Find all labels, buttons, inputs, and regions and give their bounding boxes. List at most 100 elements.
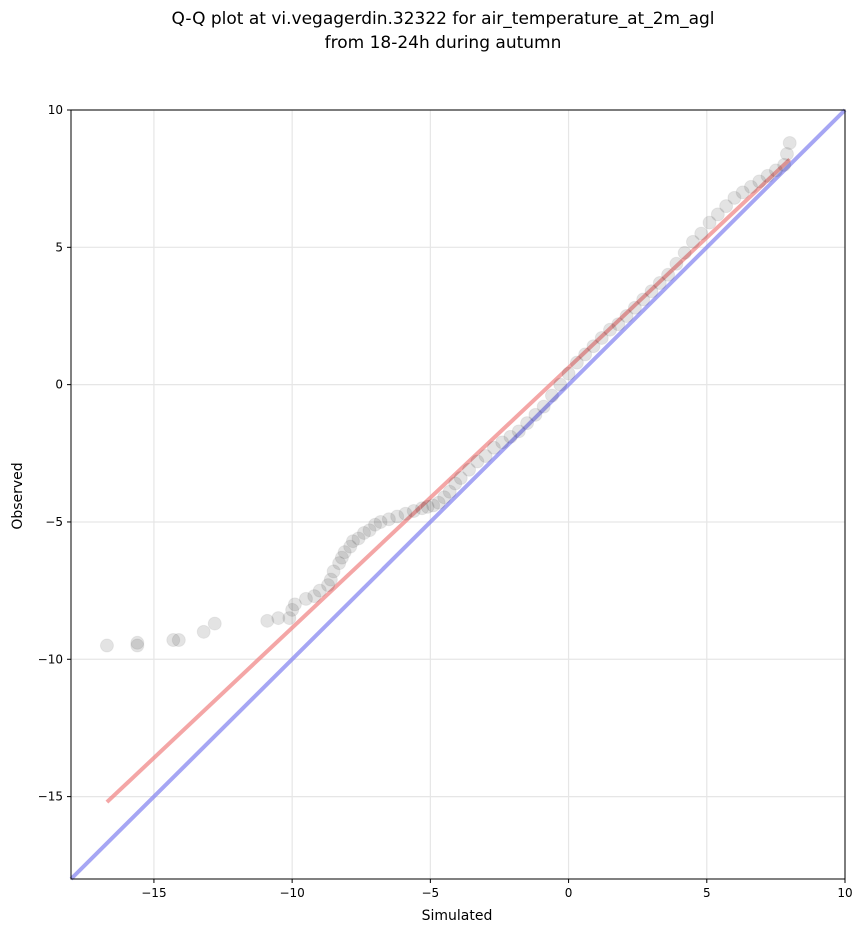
y-tick-label: −5 (45, 515, 63, 529)
data-point (553, 377, 568, 392)
data-point (768, 163, 783, 178)
data-point (312, 583, 327, 598)
data-point (287, 597, 302, 612)
data-point (586, 339, 601, 354)
y-tick-label: 5 (55, 240, 63, 254)
data-point (611, 317, 626, 332)
data-point (337, 545, 352, 560)
data-point (782, 135, 797, 150)
data-point (390, 509, 405, 524)
points-layer (99, 135, 797, 653)
data-point (779, 146, 794, 161)
data-point (503, 429, 518, 444)
data-point (669, 256, 684, 271)
data-point (345, 534, 360, 549)
fit-line (105, 157, 792, 804)
data-point (373, 514, 388, 529)
data-point (702, 215, 717, 230)
chart-subtitle: from 18-24h during autumn (325, 33, 562, 53)
data-point (486, 440, 501, 455)
data-point (321, 578, 336, 593)
data-point (760, 168, 775, 183)
data-point (442, 484, 457, 499)
data-point (326, 564, 341, 579)
data-point (323, 572, 338, 587)
x-tick-label: 10 (837, 886, 852, 900)
x-tick-label: −5 (422, 886, 440, 900)
data-point (282, 611, 297, 626)
data-point (415, 501, 430, 516)
data-point (536, 399, 551, 414)
data-point (171, 633, 186, 648)
data-point (260, 613, 275, 628)
y-axis-ticks: −15 −10 −5 0 5 10 (38, 103, 71, 804)
data-point (478, 449, 493, 464)
data-point (426, 498, 441, 513)
data-point (495, 435, 510, 450)
data-point (130, 638, 145, 653)
data-point (196, 624, 211, 639)
y-tick-label: 0 (55, 378, 63, 392)
identity-line-layer (69, 108, 847, 881)
data-point (744, 179, 759, 194)
data-point (420, 499, 435, 514)
data-point (544, 388, 559, 403)
data-point (398, 506, 413, 521)
data-point (332, 556, 347, 571)
plot-frame (70, 109, 846, 880)
data-point (735, 185, 750, 200)
data-point (594, 330, 609, 345)
data-point (285, 602, 300, 617)
data-point (578, 347, 593, 362)
data-point (677, 245, 692, 260)
data-point (652, 276, 667, 291)
fit-line-layer (105, 157, 792, 804)
data-point (685, 234, 700, 249)
data-point (334, 550, 349, 565)
chart-title: Q-Q plot at vi.vegagerdin.32322 for air_… (171, 9, 714, 29)
y-axis-label: Observed (10, 462, 26, 529)
data-point (298, 591, 313, 606)
data-point (603, 322, 618, 337)
identity-line (69, 108, 847, 881)
data-point (381, 512, 396, 527)
data-point (271, 611, 286, 626)
data-point (752, 174, 767, 189)
data-point (453, 471, 468, 486)
data-point (431, 495, 446, 510)
x-tick-label: −15 (141, 886, 166, 900)
y-tick-label: −15 (38, 790, 63, 804)
data-point (357, 525, 372, 540)
data-point (719, 199, 734, 214)
data-point (710, 207, 725, 222)
data-point (569, 355, 584, 370)
y-tick-label: −10 (38, 652, 63, 666)
data-point (619, 308, 634, 323)
data-point (448, 476, 463, 491)
data-point (343, 539, 358, 554)
data-point (561, 366, 576, 381)
data-point (636, 292, 651, 307)
data-point (470, 454, 485, 469)
data-point (462, 462, 477, 477)
data-point (368, 517, 383, 532)
data-point (777, 157, 792, 172)
data-point (130, 635, 145, 650)
data-point (307, 589, 322, 604)
data-point (627, 300, 642, 315)
data-point (694, 226, 709, 241)
data-point (644, 284, 659, 299)
x-tick-label: 0 (565, 886, 573, 900)
x-axis-label: Simulated (422, 908, 493, 924)
data-point (727, 190, 742, 205)
x-axis-ticks: −15 −10 −5 0 5 10 (141, 879, 853, 900)
data-point (406, 503, 421, 518)
data-point (520, 416, 535, 431)
data-point (99, 638, 114, 653)
data-point (661, 267, 676, 282)
data-point (207, 616, 222, 631)
data-point (166, 633, 181, 648)
y-tick-label: 10 (48, 103, 63, 117)
x-tick-label: −10 (279, 886, 304, 900)
